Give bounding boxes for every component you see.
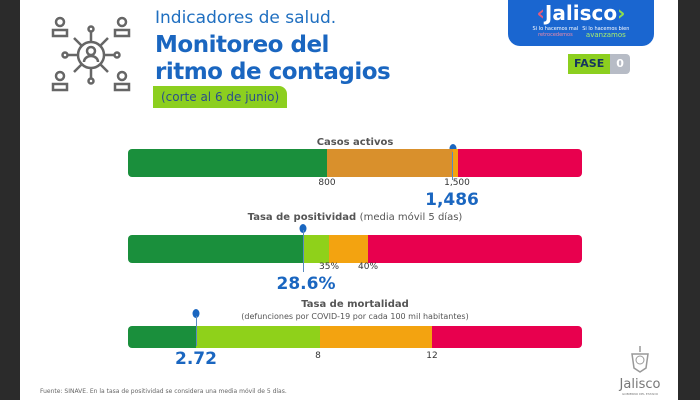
coat-of-arms-icon [631, 346, 649, 373]
mortalidad-bar [128, 326, 582, 348]
state-seal-logo: Jalisco GOBIERNO DEL ESTADO [612, 344, 668, 396]
positividad-title: Tasa de positividad (media móvil 5 días) [247, 212, 463, 223]
marker-line [452, 152, 453, 180]
value-marker [449, 144, 457, 153]
value-marker [192, 309, 200, 318]
kicker: Indicadores de salud. [155, 8, 337, 28]
mortalidad-title: Tasa de mortalidad [301, 299, 409, 310]
phase-badge: FASE 0 [568, 54, 630, 74]
positividad-bar [128, 235, 582, 263]
threshold-label: 8 [315, 351, 321, 361]
cutoff-date-badge: (corte al 6 de junio) [153, 86, 288, 108]
marker-line [196, 316, 197, 346]
marker-line [303, 230, 304, 272]
threshold-label: 35% [318, 262, 340, 272]
page-title: Monitoreo del ritmo de contagios [155, 32, 391, 85]
jalisco-logo: ‹Jalisco› Si lo hacemos mal retrocedemos S… [508, 0, 654, 46]
current-value: 28.6% [276, 274, 336, 294]
source-note: Fuente: SINAVE. En la tasa de positivida… [40, 388, 287, 395]
threshold-label: 800 [318, 178, 336, 188]
current-value: 1,486 [425, 190, 479, 210]
current-value: 2.72 [175, 349, 217, 369]
network-people-icon [51, 16, 131, 92]
mortalidad-subtitle: (defunciones por COVID-19 por cada 100 m… [241, 312, 469, 321]
casos-activos-bar [128, 149, 582, 177]
threshold-label: 1,500 [444, 178, 470, 188]
threshold-label: 40% [357, 262, 379, 272]
casos-activos-title: Casos activos [316, 137, 394, 148]
threshold-label: 12 [426, 351, 438, 361]
value-marker [299, 224, 307, 233]
